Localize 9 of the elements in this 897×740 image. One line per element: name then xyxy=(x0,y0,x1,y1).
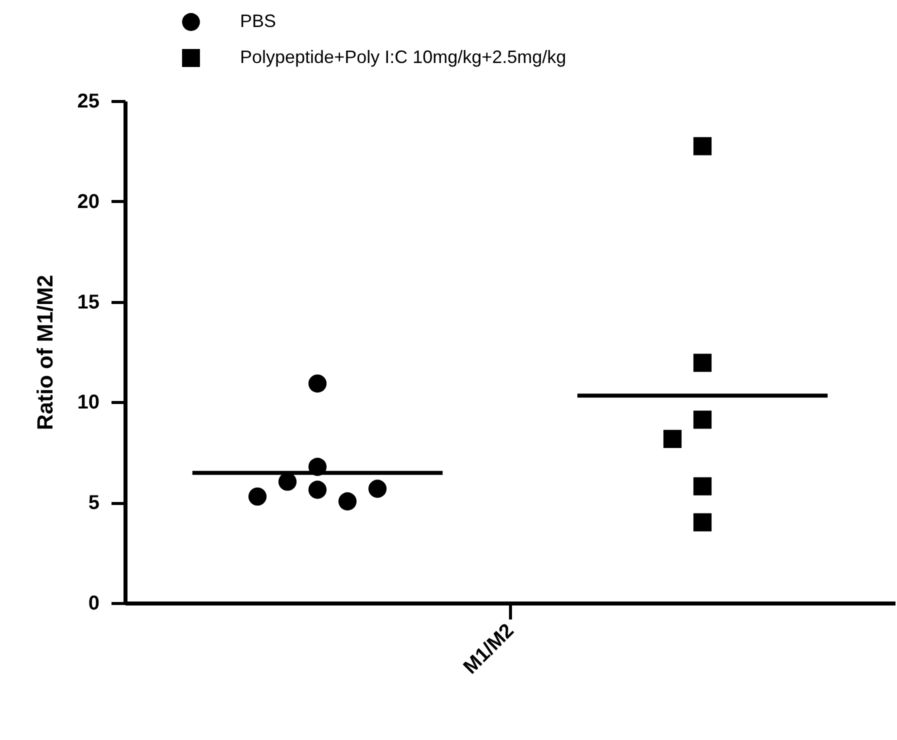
y-axis-title: Ratio of M1/M2 xyxy=(32,274,58,430)
y-tick-label: 20 xyxy=(77,190,100,213)
y-tick-label: 0 xyxy=(88,592,100,614)
y-tick-label: 5 xyxy=(88,492,100,514)
legend-label: Polypeptide+Poly I:C 10mg/kg+2.5mg/kg xyxy=(240,47,566,67)
y-tick-label: 15 xyxy=(77,291,100,314)
legend-label: PBS xyxy=(240,11,276,31)
y-tick-label: 10 xyxy=(77,392,100,414)
y-tick-label: 25 xyxy=(77,90,100,112)
